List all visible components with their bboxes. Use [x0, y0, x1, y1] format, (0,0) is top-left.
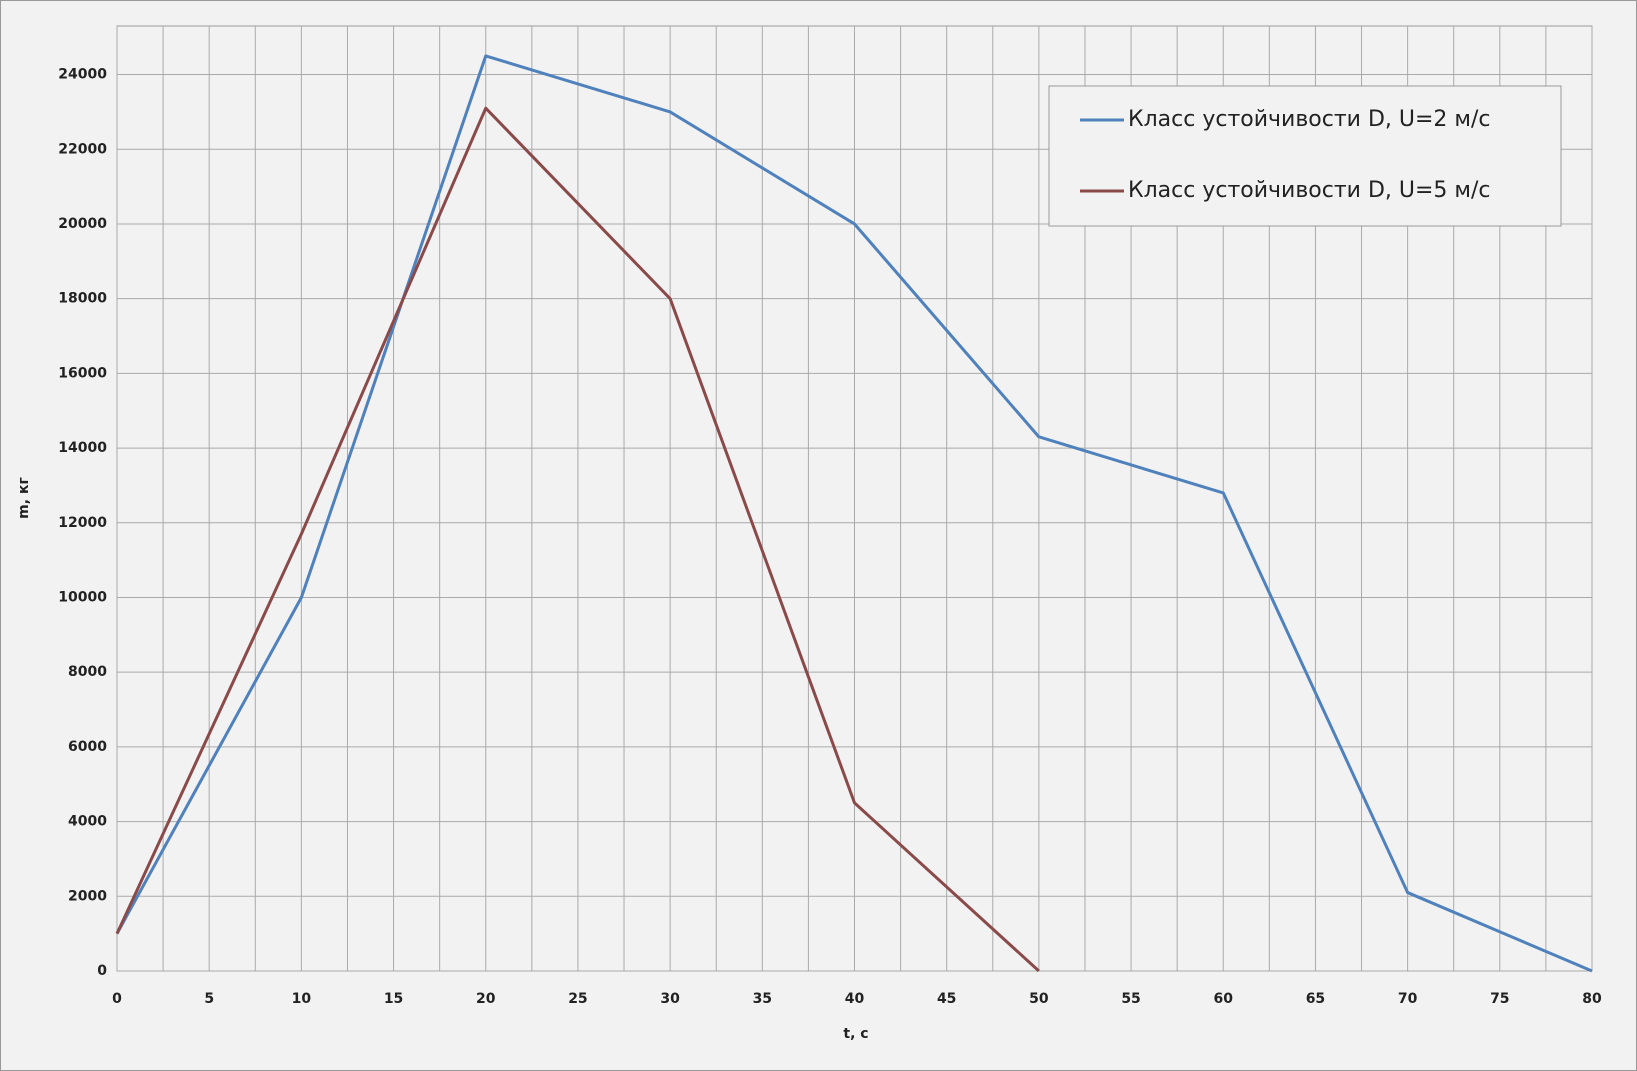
x-tick-label: 55 [1121, 991, 1140, 1007]
y-axis-label: m, кг [16, 477, 32, 519]
legend-label: Класс устойчивости D, U=5 м/с [1128, 178, 1491, 203]
y-tick-label: 0 [97, 963, 107, 979]
y-tick-label: 22000 [58, 141, 107, 157]
y-tick-label: 24000 [58, 67, 107, 83]
x-tick-label: 75 [1490, 991, 1509, 1007]
x-tick-label: 15 [384, 991, 403, 1007]
x-tick-label: 30 [660, 991, 680, 1007]
x-tick-label: 80 [1582, 991, 1602, 1007]
legend-label: Класс устойчивости D, U=2 м/с [1128, 107, 1491, 132]
y-tick-label: 6000 [68, 739, 107, 755]
x-tick-label: 20 [476, 991, 496, 1007]
x-tick-label: 0 [112, 991, 122, 1007]
x-tick-label: 45 [937, 991, 956, 1007]
x-tick-label: 35 [753, 991, 772, 1007]
x-tick-label: 50 [1029, 991, 1049, 1007]
y-tick-label: 10000 [58, 589, 107, 605]
x-tick-label: 70 [1398, 991, 1418, 1007]
x-tick-label: 60 [1214, 991, 1234, 1007]
y-tick-label: 12000 [58, 515, 107, 531]
y-tick-label: 8000 [68, 664, 107, 680]
y-tick-label: 14000 [58, 440, 107, 456]
data-line [115, 106, 1040, 973]
x-tick-label: 5 [204, 991, 214, 1007]
y-tick-label: 4000 [68, 814, 107, 830]
y-tick-label: 16000 [58, 365, 107, 381]
y-tick-label: 2000 [68, 888, 107, 904]
legend-box [1048, 85, 1562, 227]
data-line [115, 54, 1593, 973]
y-tick-label: 20000 [58, 216, 107, 232]
x-tick-label: 25 [568, 991, 587, 1007]
y-tick-label: 18000 [58, 291, 107, 307]
x-tick-label: 65 [1306, 991, 1325, 1007]
x-axis-label: t, c [843, 1026, 868, 1042]
x-tick-label: 40 [845, 991, 865, 1007]
x-tick-label: 10 [292, 991, 312, 1007]
